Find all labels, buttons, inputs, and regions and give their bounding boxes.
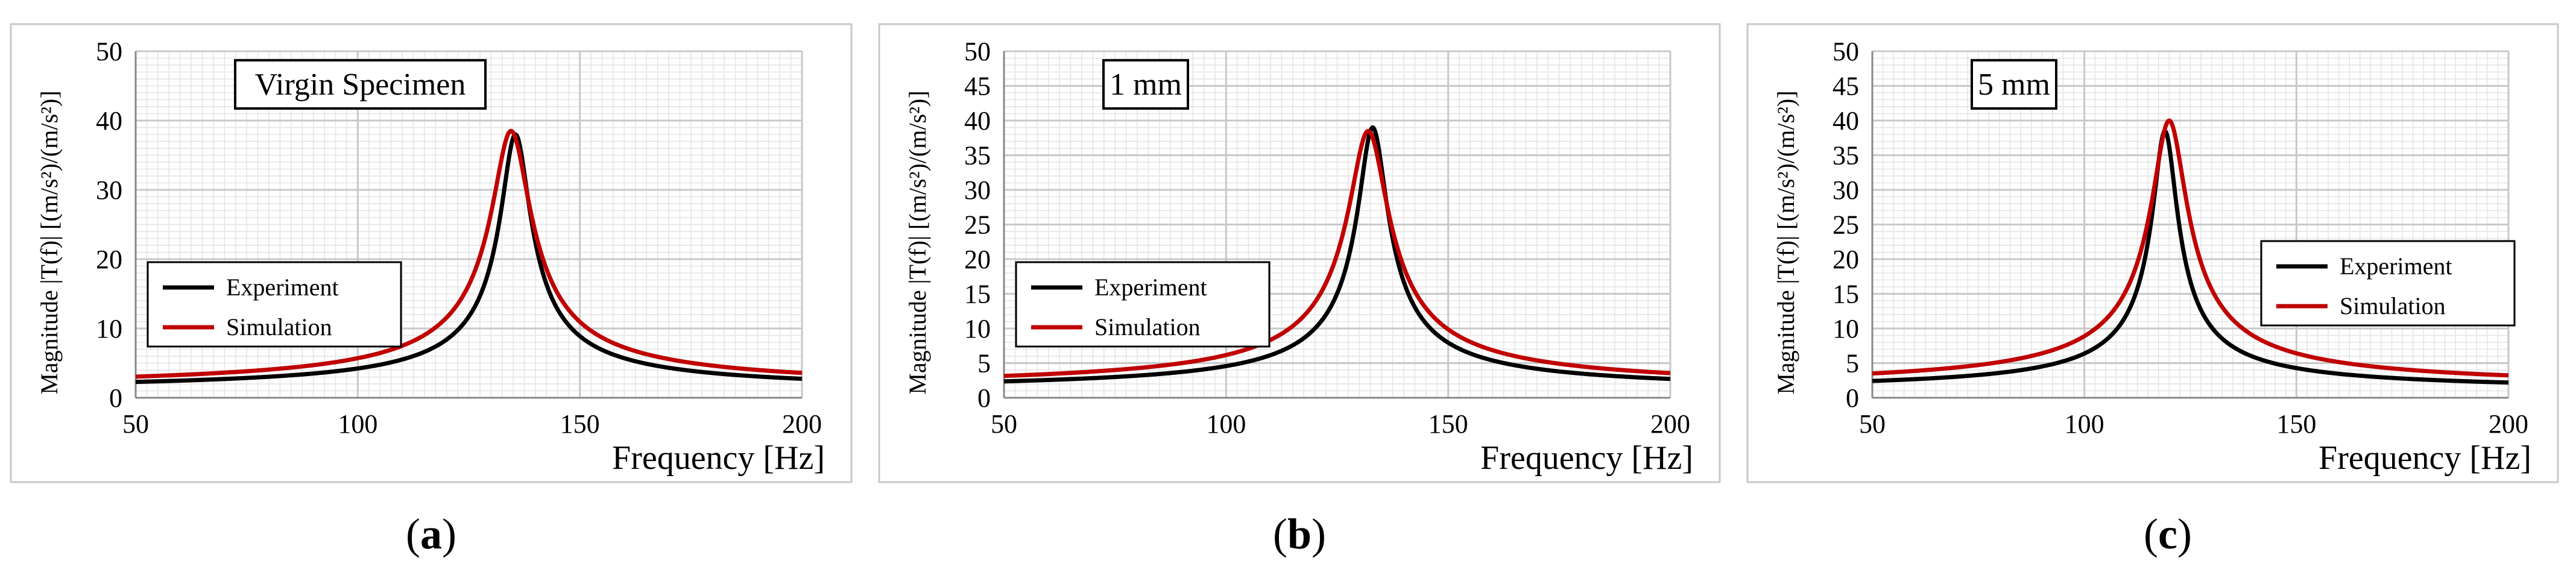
legend: Experiment Simulation: [1015, 261, 1271, 348]
chart-title: Virgin Specimen: [255, 68, 466, 102]
x-tick-label: 200: [1650, 409, 1690, 439]
x-tick-label: 50: [991, 409, 1017, 439]
y-tick-label: 0: [1846, 383, 1859, 413]
y-tick-label: 5: [1846, 349, 1859, 378]
series-line-experiment: [1003, 125, 1672, 384]
x-axis-label: Frequency [Hz]: [612, 439, 825, 477]
legend: Experiment Simulation: [147, 261, 402, 348]
y-axis-label: Magnitude |T(f)| [(m/s²)/(m/s²)]: [36, 90, 63, 394]
y-tick-label: 35: [1833, 141, 1859, 171]
x-axis-label: Frequency [Hz]: [2319, 439, 2531, 477]
chart-b: 50 100 150 200 0 5 10 15 20 25 30 35 40 45 50 Frequency…: [878, 23, 1721, 483]
chart-panel-b: 50 100 150 200 0 5 10 15 20 25 30 35 40 45 50 Frequency…: [868, 0, 1731, 584]
panel-caption-letter: b: [1287, 510, 1312, 558]
chart-c: 50 100 150 200 0 5 10 15 20 25 30 35 40 45 50 Frequency…: [1746, 23, 2559, 483]
x-tick-label: 100: [1206, 409, 1246, 439]
chart-title-box: 1 mm: [1102, 59, 1189, 110]
chart-title-frame: [1971, 59, 2057, 110]
x-tick-label: 150: [1428, 409, 1468, 439]
chart-title: 5 mm: [1978, 68, 2050, 102]
chart-panel-c: 50 100 150 200 0 5 10 15 20 25 30 35 40 45 50 Frequency…: [1737, 0, 2576, 584]
y-axis-label: Magnitude |T(f)| [(m/s²)/(m/s²)]: [1772, 90, 1799, 394]
y-tick-label: 10: [96, 314, 122, 344]
chart-title-frame: [1102, 59, 1189, 110]
panel-caption-a: (a): [406, 510, 456, 558]
y-tick-label: 35: [964, 141, 991, 171]
panel-caption-c: (c): [2144, 510, 2192, 558]
legend-frame: [1015, 261, 1271, 348]
y-tick-label: 40: [96, 106, 122, 136]
y-tick-label: 30: [1833, 175, 1859, 205]
chart-title-frame: [234, 59, 487, 110]
x-tick-label: 200: [782, 409, 822, 439]
y-tick-label: 5: [977, 349, 991, 378]
y-tick-label: 40: [964, 106, 991, 136]
panel-caption-letter: a: [420, 510, 442, 558]
x-axis-label: Frequency [Hz]: [1480, 439, 1693, 477]
y-tick-label: 0: [109, 383, 122, 413]
y-tick-label: 20: [96, 245, 122, 274]
y-tick-label: 25: [1833, 210, 1859, 240]
chart-a: 50 100 150 200 0 10 20 30 40 50 Frequency [Hz] Magn…: [10, 23, 853, 483]
chart-title-box: 5 mm: [1971, 59, 2057, 110]
series-line-experiment: [134, 132, 803, 385]
y-tick-label: 0: [977, 383, 991, 413]
x-tick-label: 100: [2065, 409, 2104, 439]
y-tick-label: 10: [964, 314, 991, 344]
legend-label-simulation: Simulation: [2340, 292, 2446, 319]
y-tick-label: 50: [964, 37, 991, 66]
y-tick-label: 50: [1833, 37, 1859, 66]
series-line-simulation: [1003, 128, 1672, 378]
series-line-simulation: [1871, 118, 2510, 378]
x-tick-label: 150: [560, 409, 600, 439]
legend-frame: [147, 261, 402, 348]
y-axis-label: Magnitude |T(f)| [(m/s²)/(m/s²)]: [904, 90, 931, 394]
legend-label-experiment: Experiment: [226, 274, 339, 301]
series-line-simulation: [134, 128, 803, 379]
y-tick-label: 10: [1833, 314, 1859, 344]
legend: Experiment Simulation: [2260, 240, 2516, 327]
y-tick-label: 15: [1833, 280, 1859, 309]
y-tick-label: 45: [1833, 72, 1859, 101]
y-tick-label: 50: [96, 37, 122, 66]
x-tick-label: 200: [2489, 409, 2528, 439]
y-tick-label: 25: [964, 210, 991, 240]
series-line-experiment: [1871, 128, 2510, 385]
y-tick-label: 30: [964, 175, 991, 205]
x-tick-label: 100: [338, 409, 377, 439]
y-tick-label: 40: [1833, 106, 1859, 136]
legend-label-simulation: Simulation: [1094, 313, 1201, 341]
y-tick-label: 30: [96, 175, 122, 205]
chart-panel-a: 50 100 150 200 0 10 20 30 40 50 Frequency [Hz] Magn…: [0, 0, 862, 584]
x-tick-label: 150: [2276, 409, 2316, 439]
y-tick-label: 20: [1833, 245, 1859, 274]
y-tick-label: 20: [964, 245, 991, 274]
legend-label-simulation: Simulation: [226, 313, 332, 341]
legend-label-experiment: Experiment: [1094, 274, 1207, 301]
chart-title: 1 mm: [1110, 68, 1182, 102]
x-tick-label: 50: [122, 409, 149, 439]
chart-frame: [878, 23, 1721, 483]
y-tick-label: 15: [964, 280, 991, 309]
legend-frame: [2260, 240, 2516, 327]
legend-label-experiment: Experiment: [2340, 253, 2452, 280]
x-tick-label: 50: [1859, 409, 1886, 439]
y-tick-label: 45: [964, 72, 991, 101]
panel-caption-letter: c: [2158, 510, 2177, 558]
panel-caption-b: (b): [1272, 510, 1326, 558]
chart-title-box: Virgin Specimen: [234, 59, 487, 110]
